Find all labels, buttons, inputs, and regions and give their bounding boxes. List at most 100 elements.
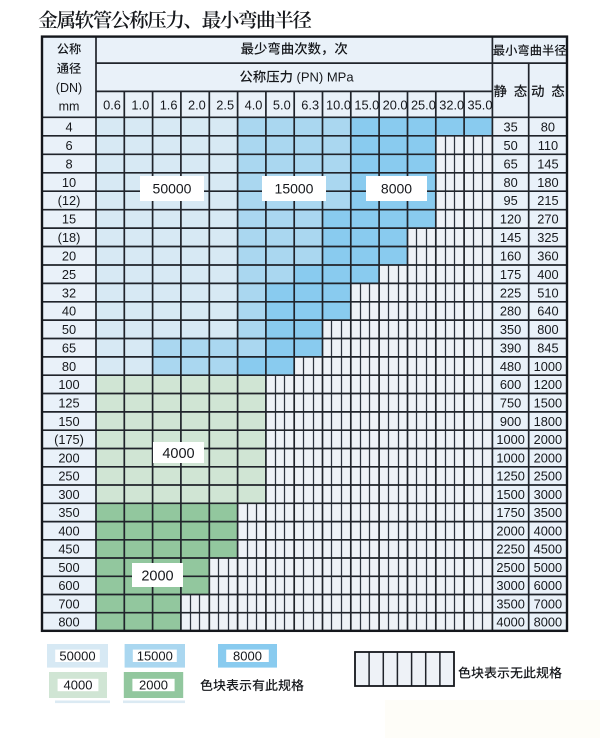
svg-text:120: 120 — [500, 212, 521, 227]
svg-text:50: 50 — [503, 138, 517, 153]
svg-text:95: 95 — [503, 193, 517, 208]
svg-text:35: 35 — [503, 119, 517, 134]
svg-text:225: 225 — [500, 285, 521, 300]
svg-text:1000: 1000 — [534, 359, 562, 374]
svg-text:(DN): (DN) — [56, 81, 82, 95]
svg-text:600: 600 — [500, 377, 521, 392]
svg-text:15: 15 — [62, 212, 76, 227]
svg-text:110: 110 — [538, 138, 558, 153]
svg-text:(PN) MPa: (PN) MPa — [297, 70, 355, 85]
svg-text:80: 80 — [62, 359, 76, 374]
svg-text:390: 390 — [500, 341, 521, 356]
svg-text:600: 600 — [58, 578, 79, 593]
svg-text:(18): (18) — [58, 230, 81, 245]
svg-text:4000: 4000 — [162, 446, 194, 462]
svg-text:3000: 3000 — [534, 487, 562, 502]
svg-text:(175): (175) — [54, 432, 84, 447]
svg-text:32: 32 — [62, 285, 76, 300]
svg-text:4000: 4000 — [534, 524, 562, 539]
svg-text:280: 280 — [500, 304, 521, 319]
svg-text:mm: mm — [59, 100, 80, 114]
svg-text:(12): (12) — [58, 193, 81, 208]
svg-text:40: 40 — [62, 304, 76, 319]
svg-text:150: 150 — [58, 414, 79, 429]
svg-text:325: 325 — [537, 230, 558, 245]
svg-text:500: 500 — [58, 560, 79, 575]
svg-text:1800: 1800 — [534, 414, 562, 429]
svg-text:32.0: 32.0 — [439, 97, 464, 112]
svg-text:350: 350 — [500, 322, 521, 337]
svg-text:175: 175 — [500, 267, 521, 282]
svg-text:250: 250 — [58, 469, 79, 484]
svg-text:4.0: 4.0 — [245, 97, 263, 112]
svg-text:145: 145 — [537, 156, 558, 171]
svg-text:4500: 4500 — [534, 542, 562, 557]
svg-text:3000: 3000 — [496, 578, 524, 593]
svg-text:1250: 1250 — [496, 469, 524, 484]
svg-text:6.3: 6.3 — [301, 97, 319, 112]
svg-text:0.6: 0.6 — [103, 97, 121, 112]
svg-text:300: 300 — [58, 487, 79, 502]
svg-text:10: 10 — [62, 175, 76, 190]
svg-text:3500: 3500 — [496, 596, 524, 611]
svg-text:2000: 2000 — [141, 569, 173, 585]
svg-text:5000: 5000 — [534, 560, 562, 575]
svg-text:900: 900 — [500, 414, 521, 429]
svg-text:2250: 2250 — [496, 542, 524, 557]
svg-text:1500: 1500 — [534, 396, 562, 411]
svg-text:8000: 8000 — [381, 181, 412, 197]
svg-text:1000: 1000 — [496, 432, 524, 447]
svg-text:2.0: 2.0 — [188, 97, 206, 112]
svg-text:800: 800 — [58, 615, 79, 630]
svg-text:50000: 50000 — [153, 181, 192, 197]
svg-text:4000: 4000 — [64, 678, 93, 693]
svg-text:125: 125 — [58, 396, 79, 411]
svg-text:450: 450 — [58, 542, 79, 557]
svg-text:15000: 15000 — [275, 181, 314, 197]
svg-text:2500: 2500 — [534, 469, 562, 484]
svg-text:8000: 8000 — [233, 648, 262, 663]
svg-text:270: 270 — [537, 212, 558, 227]
svg-text:5.0: 5.0 — [273, 97, 291, 112]
svg-text:1000: 1000 — [496, 450, 524, 465]
svg-text:25: 25 — [62, 267, 76, 282]
svg-text:4000: 4000 — [496, 615, 524, 630]
svg-text:8000: 8000 — [534, 615, 562, 630]
svg-text:2000: 2000 — [534, 450, 562, 465]
svg-text:800: 800 — [537, 322, 558, 337]
svg-text:2.5: 2.5 — [216, 97, 234, 112]
svg-text:2000: 2000 — [534, 432, 562, 447]
svg-text:4: 4 — [65, 119, 72, 134]
svg-text:1500: 1500 — [496, 487, 524, 502]
svg-text:20: 20 — [62, 249, 76, 264]
svg-text:2500: 2500 — [496, 560, 524, 575]
svg-text:640: 640 — [537, 304, 558, 319]
svg-text:1200: 1200 — [534, 377, 562, 392]
svg-text:100: 100 — [58, 377, 79, 392]
svg-text:845: 845 — [537, 341, 558, 356]
svg-text:480: 480 — [500, 359, 521, 374]
svg-text:160: 160 — [500, 249, 521, 264]
svg-text:750: 750 — [500, 396, 521, 411]
svg-text:180: 180 — [537, 175, 558, 190]
svg-text:1.6: 1.6 — [160, 97, 178, 112]
svg-text:25.0: 25.0 — [411, 97, 436, 112]
svg-text:8: 8 — [65, 156, 72, 171]
svg-text:1750: 1750 — [496, 505, 524, 520]
svg-text:510: 510 — [537, 285, 558, 300]
svg-text:7000: 7000 — [534, 596, 562, 611]
svg-text:215: 215 — [537, 193, 558, 208]
svg-text:50: 50 — [62, 322, 76, 337]
svg-text:35.0: 35.0 — [468, 97, 493, 112]
svg-text:80: 80 — [541, 119, 555, 134]
svg-text:6: 6 — [65, 138, 72, 153]
svg-text:50000: 50000 — [59, 648, 95, 663]
svg-text:65: 65 — [503, 156, 517, 171]
svg-text:700: 700 — [58, 596, 79, 611]
svg-text:2000: 2000 — [139, 678, 168, 693]
svg-text:65: 65 — [62, 341, 76, 356]
svg-text:145: 145 — [500, 230, 521, 245]
svg-text:15000: 15000 — [137, 648, 173, 663]
svg-text:20.0: 20.0 — [383, 97, 408, 112]
svg-text:1.0: 1.0 — [131, 97, 149, 112]
